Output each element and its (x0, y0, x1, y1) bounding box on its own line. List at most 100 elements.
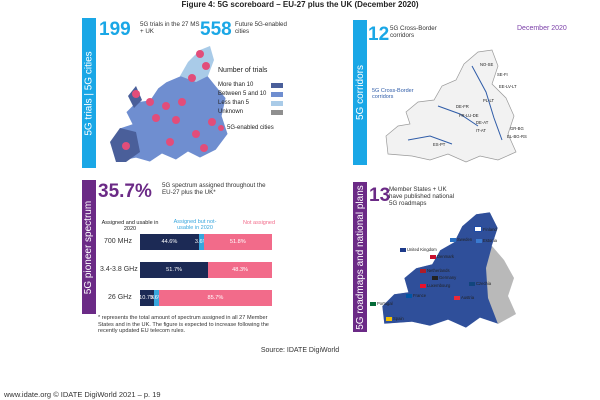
corridors-date: December 2020 (517, 25, 567, 32)
legend-row: Between 5 and 10 (218, 91, 283, 97)
corridor-line (471, 65, 503, 141)
flag-icon (450, 237, 456, 242)
roadmap-country-label: Austria (461, 295, 475, 300)
corridor-tag: EE-LV-LT (499, 84, 517, 89)
roadmaps-map (381, 211, 517, 329)
legend-label: 5G-enabled cities (227, 125, 274, 131)
corridor-tag: NO-SE (480, 62, 494, 67)
corridor-tag: SE-FI (497, 72, 508, 77)
roadmap-country: Finland (474, 226, 497, 232)
roadmap-country: Austria (454, 295, 474, 300)
spectrum-bar: 44.6% 3.6% 51.8% (140, 234, 272, 250)
city-marker (188, 74, 196, 82)
seg-not-assigned: 85.7% (158, 290, 272, 306)
corridors-band: 5G corridors (353, 20, 367, 165)
legend-row: 5G-enabled cities (218, 125, 274, 131)
legend-row: Unknown (218, 109, 283, 115)
seg-label: 48.3% (232, 267, 249, 273)
flag-icon (469, 281, 475, 286)
seg-not-assigned: 51.8% (203, 234, 272, 250)
corridor-tag: FR-LU-DE (459, 113, 479, 118)
flag-icon (386, 316, 392, 321)
europe-landmass (381, 211, 517, 329)
corridors-map-label: 5G Cross-Border corridors (372, 88, 414, 100)
seg-label: 3.6% (150, 295, 163, 301)
spectrum-percent: 35.7% (98, 181, 152, 202)
roadmap-country-label: France (413, 293, 427, 298)
city-marker (196, 50, 204, 58)
roadmap-country-label: Estonia (483, 238, 497, 243)
roadmaps-count: 13 (369, 185, 391, 206)
flag-icon (420, 268, 426, 273)
city-marker (202, 62, 210, 70)
legend-label: Less than 5 (218, 100, 250, 106)
legend-swatch (271, 91, 283, 97)
legend-label: Between 5 and 10 (218, 91, 267, 97)
non-roadmap-region (486, 246, 516, 324)
col-unusable: Assigned but not-usable in 2020 (173, 219, 217, 231)
spectrum-bar: 10.7% 3.6% 85.7% (139, 290, 272, 306)
legend-swatch (271, 100, 283, 106)
seg-label: 3.6% (194, 239, 208, 245)
seg-assigned: 44.6% (140, 234, 199, 250)
roadmap-country: United Kingdom (400, 247, 437, 252)
legend-swatch (271, 82, 283, 88)
page-footer: www.idate.org © IDATE DigiWorld 2021 – p… (4, 390, 161, 399)
trials-count-text: 5G trials in the 27 MS + UK (140, 21, 200, 35)
city-marker (192, 130, 200, 138)
cities-count-text: Future 5G-enabled cities (235, 21, 287, 35)
flag-icon (476, 238, 482, 243)
seg-label: 51.8% (229, 239, 246, 245)
roadmap-country-label: Denmark (437, 254, 454, 259)
col-assigned: Assigned and usable in 2020 (101, 220, 159, 232)
roadmap-country: France (406, 293, 426, 298)
roadmap-country-label: Luxembourg (427, 283, 451, 288)
row-label: 700 MHz (104, 238, 133, 245)
corridor-tag: ES-PT (433, 142, 446, 147)
spectrum-band-label: 5G pioneer spectrum (83, 200, 95, 294)
city-marker (178, 98, 186, 106)
city-marker (162, 102, 170, 110)
legend-label: More than 10 (218, 82, 254, 88)
roadmap-country-label: Czechia (476, 281, 492, 286)
seg-label: 85.7% (207, 295, 224, 301)
legend-label: Unknown (218, 109, 244, 115)
roadmap-country: Germany (432, 275, 456, 280)
spectrum-footnote: * represents the total amount of spectru… (98, 315, 269, 334)
roadmap-country-label: Portugal (377, 301, 393, 306)
corridor-tag: IT-AT (476, 128, 486, 133)
trials-map (109, 45, 229, 163)
row-label: 3.4-3.8 GHz (100, 266, 138, 273)
city-marker (200, 144, 208, 152)
seg-not-assigned: 48.3% (208, 262, 272, 278)
roadmap-country-label: Netherlands (427, 268, 450, 273)
corridor-tag: PL-LT (483, 98, 495, 103)
city-marker (146, 98, 154, 106)
roadmap-country: Sweden (450, 237, 472, 242)
roadmap-country-label: Germany (439, 275, 457, 280)
legend-row: More than 10 (218, 82, 283, 88)
nordic-region (180, 46, 214, 82)
city-dot-icon (218, 125, 224, 131)
trials-band-label: 5G trials | 5G cities (83, 50, 95, 136)
roadmap-country: Czechia (469, 281, 491, 286)
cities-count: 558 (200, 19, 232, 40)
city-marker (122, 142, 130, 150)
corridor-tag: DE-FR (456, 104, 469, 109)
flag-icon (406, 293, 412, 298)
seg-label: 51.7% (166, 267, 183, 273)
corridor-line (407, 135, 453, 145)
corridor-tag: DE-AT (476, 120, 489, 125)
roadmap-country: Luxembourg (420, 283, 450, 288)
corridors-count-text: 5G Cross-Border corridors (390, 25, 437, 39)
corridor-line (437, 105, 479, 127)
flag-icon (430, 254, 436, 259)
trials-legend-title: Number of trials (218, 67, 268, 74)
corridor-tag: GR-BG (510, 126, 524, 131)
roadmaps-count-text: Member States + UK have published nation… (389, 186, 455, 207)
source-note: Source: IDATE DigiWorld (260, 347, 340, 354)
seg-label: 10.7% (139, 295, 155, 301)
roadmap-country: Spain (386, 316, 404, 321)
flag-icon (474, 226, 482, 232)
corridors-band-label: 5G corridors (354, 64, 366, 121)
